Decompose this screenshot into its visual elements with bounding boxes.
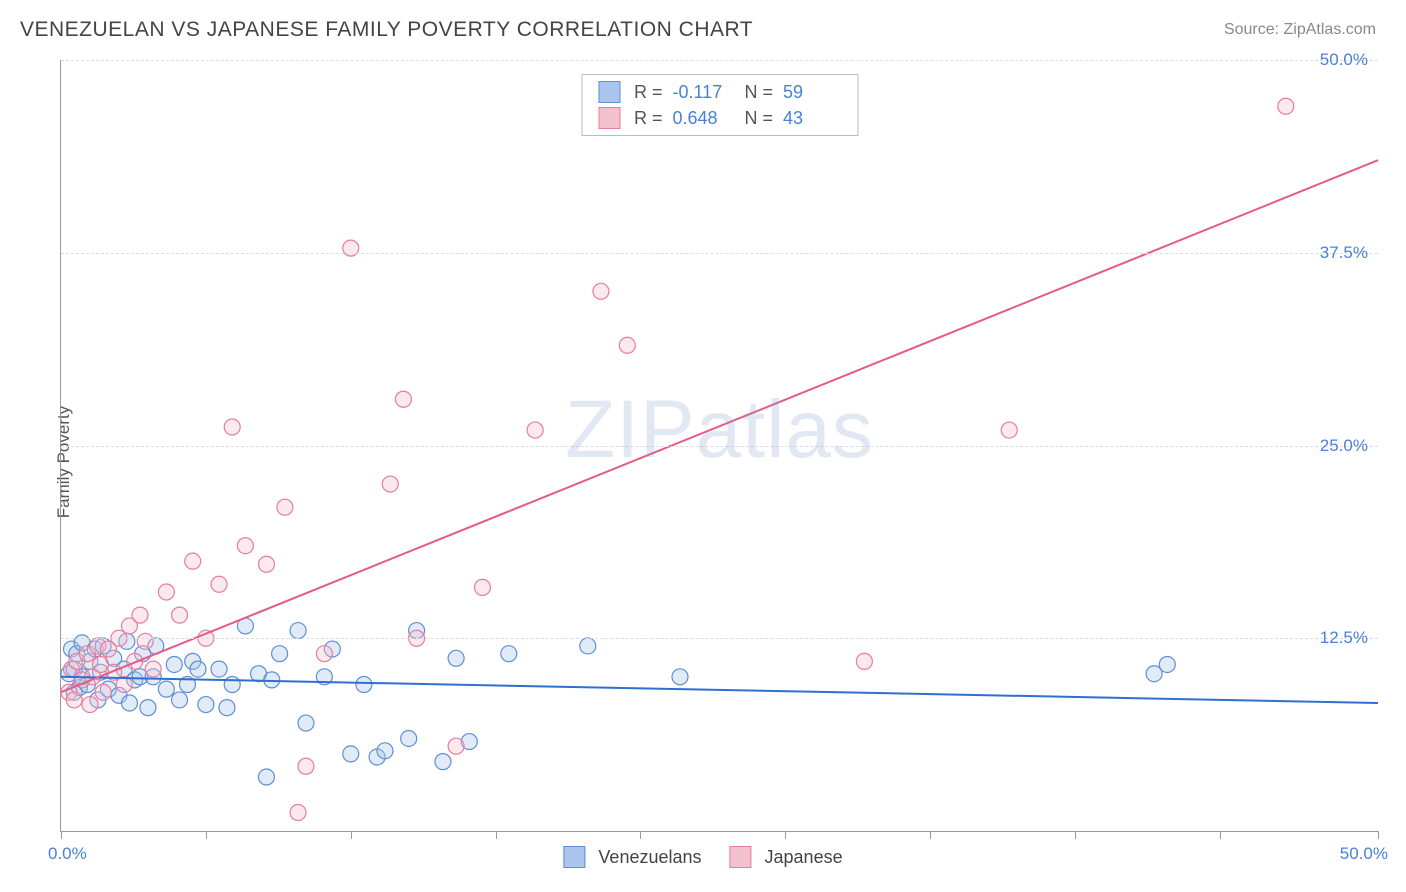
- scatter-point: [527, 422, 543, 438]
- plot-area: ZIPatlas R = -0.117 N = 59 R = 0.648 N =…: [60, 60, 1378, 832]
- scatter-point: [82, 697, 98, 713]
- scatter-point: [448, 738, 464, 754]
- r-label: R =: [634, 108, 663, 129]
- legend-row-venezuelans: R = -0.117 N = 59: [582, 79, 857, 105]
- legend-swatch-japanese: [598, 107, 620, 129]
- legend-swatch-venezuelans-bottom: [563, 846, 585, 868]
- scatter-point: [237, 538, 253, 554]
- x-axis-min-label: 0.0%: [48, 844, 87, 864]
- scatter-point: [137, 633, 153, 649]
- scatter-point: [1001, 422, 1017, 438]
- scatter-point: [211, 661, 227, 677]
- scatter-point: [593, 283, 609, 299]
- r-label: R =: [634, 82, 663, 103]
- x-tick: [1220, 831, 1221, 839]
- scatter-point: [401, 730, 417, 746]
- n-value-venezuelans: 59: [783, 82, 841, 103]
- scatter-point: [219, 700, 235, 716]
- r-value-japanese: 0.648: [673, 108, 731, 129]
- scatter-point: [166, 656, 182, 672]
- regression-line: [61, 160, 1378, 692]
- regression-line: [61, 677, 1378, 703]
- scatter-point: [224, 677, 240, 693]
- scatter-point: [1278, 98, 1294, 114]
- scatter-point: [121, 695, 137, 711]
- n-label: N =: [745, 108, 774, 129]
- scatter-point: [298, 758, 314, 774]
- scatter-point: [672, 669, 688, 685]
- scatter-point: [395, 391, 411, 407]
- gridline-y: [61, 60, 1378, 61]
- x-tick: [785, 831, 786, 839]
- scatter-point: [140, 700, 156, 716]
- scatter-point: [190, 661, 206, 677]
- y-tick-label: 50.0%: [1320, 50, 1368, 70]
- x-axis-max-label: 50.0%: [1340, 844, 1388, 864]
- scatter-point: [377, 743, 393, 759]
- legend-item-japanese: Japanese: [730, 846, 843, 868]
- chart-title: VENEZUELAN VS JAPANESE FAMILY POVERTY CO…: [20, 18, 753, 42]
- legend-label-japanese: Japanese: [765, 847, 843, 867]
- scatter-point: [211, 576, 227, 592]
- chart-container: Family Poverty ZIPatlas R = -0.117 N = 5…: [18, 50, 1388, 874]
- x-tick: [206, 831, 207, 839]
- scatter-point: [224, 419, 240, 435]
- scatter-point: [198, 697, 214, 713]
- gridline-y: [61, 253, 1378, 254]
- y-tick-label: 12.5%: [1320, 628, 1368, 648]
- scatter-point: [66, 692, 82, 708]
- x-tick: [1075, 831, 1076, 839]
- scatter-point: [343, 746, 359, 762]
- legend-label-venezuelans: Venezuelans: [598, 847, 701, 867]
- scatter-point: [474, 579, 490, 595]
- x-tick: [930, 831, 931, 839]
- scatter-point: [172, 607, 188, 623]
- y-tick-label: 37.5%: [1320, 243, 1368, 263]
- scatter-point: [501, 646, 517, 662]
- y-tick-label: 25.0%: [1320, 436, 1368, 456]
- scatter-point: [290, 623, 306, 639]
- scatter-point: [145, 661, 161, 677]
- scatter-point: [435, 754, 451, 770]
- scatter-point: [316, 646, 332, 662]
- scatter-point: [95, 684, 111, 700]
- source-attribution: Source: ZipAtlas.com: [1224, 21, 1376, 39]
- scatter-point: [185, 553, 201, 569]
- legend-row-japanese: R = 0.648 N = 43: [582, 105, 857, 131]
- legend-item-venezuelans: Venezuelans: [563, 846, 701, 868]
- r-value-venezuelans: -0.117: [673, 82, 731, 103]
- series-legend: Venezuelans Japanese: [563, 846, 842, 868]
- x-tick: [1378, 831, 1379, 839]
- x-tick: [496, 831, 497, 839]
- correlation-legend: R = -0.117 N = 59 R = 0.648 N = 43: [581, 74, 858, 136]
- legend-swatch-venezuelans: [598, 81, 620, 103]
- n-label: N =: [745, 82, 774, 103]
- scatter-point: [258, 769, 274, 785]
- scatter-point: [448, 650, 464, 666]
- scatter-point: [258, 556, 274, 572]
- scatter-point: [172, 692, 188, 708]
- scatter-point: [1159, 656, 1175, 672]
- scatter-point: [356, 677, 372, 693]
- x-tick: [640, 831, 641, 839]
- scatter-point: [580, 638, 596, 654]
- scatter-point: [619, 337, 635, 353]
- legend-swatch-japanese-bottom: [730, 846, 752, 868]
- scatter-point: [132, 607, 148, 623]
- scatter-point: [856, 653, 872, 669]
- scatter-point: [290, 804, 306, 820]
- scatter-point: [382, 476, 398, 492]
- header-bar: VENEZUELAN VS JAPANESE FAMILY POVERTY CO…: [0, 0, 1406, 52]
- gridline-y: [61, 446, 1378, 447]
- gridline-y: [61, 638, 1378, 639]
- scatter-point: [298, 715, 314, 731]
- x-tick: [61, 831, 62, 839]
- scatter-point: [272, 646, 288, 662]
- scatter-point: [158, 681, 174, 697]
- x-tick: [351, 831, 352, 839]
- scatter-point: [158, 584, 174, 600]
- n-value-japanese: 43: [783, 108, 841, 129]
- scatter-point: [277, 499, 293, 515]
